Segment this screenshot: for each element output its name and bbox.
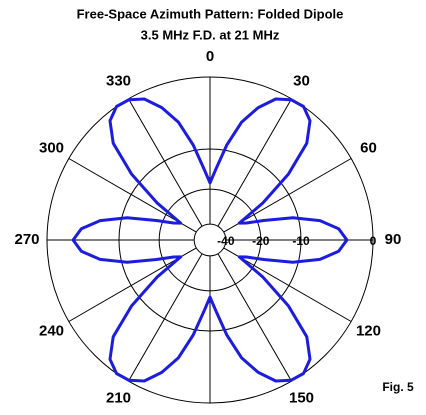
chart-subtitle: 3.5 MHz F.D. at 21 MHz (141, 27, 280, 42)
r-tick-label: 0 (370, 234, 377, 248)
angle-label: 180 (197, 414, 222, 415)
spoke (128, 253, 203, 382)
r-tick-label: -10 (292, 234, 310, 248)
angle-label: 270 (14, 231, 39, 248)
r-tick-label: -40 (217, 234, 235, 248)
angle-label: 60 (360, 139, 377, 156)
angle-label: 330 (106, 72, 131, 89)
spoke (217, 98, 292, 227)
pattern-line (71, 97, 349, 383)
spoke (128, 98, 203, 227)
r-tick-label: -20 (252, 234, 270, 248)
ring (158, 188, 262, 292)
angle-label: 150 (289, 389, 314, 406)
figure-label: Fig. 5 (382, 380, 414, 394)
angle-label: 0 (206, 48, 214, 65)
ring (46, 76, 374, 404)
angle-label: 30 (293, 72, 310, 89)
ring (193, 223, 227, 257)
ring (118, 148, 302, 332)
angle-label: 120 (356, 322, 381, 339)
angle-label: 210 (106, 389, 131, 406)
spoke (217, 253, 292, 382)
angle-label: 300 (39, 139, 64, 156)
chart-title: Free-Space Azimuth Pattern: Folded Dipol… (77, 6, 344, 21)
angle-label: 90 (385, 231, 402, 248)
angle-label: 240 (39, 322, 64, 339)
